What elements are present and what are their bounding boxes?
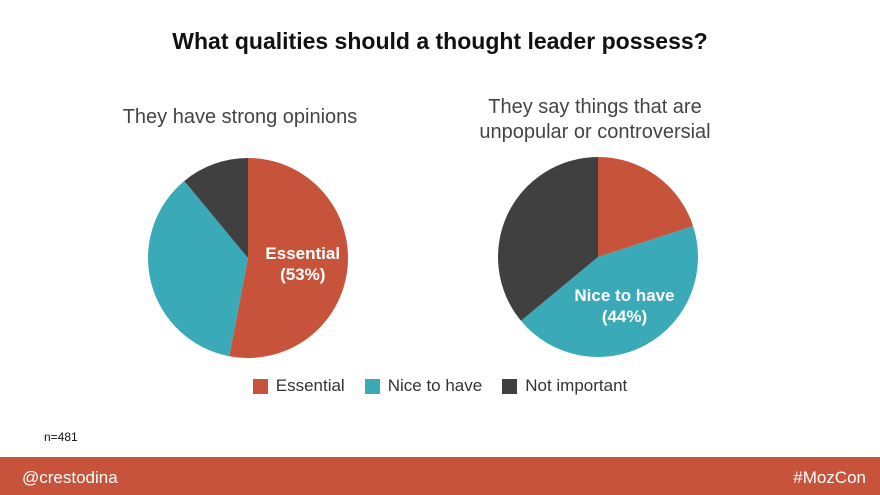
chart-title: What qualities should a thought leader p… bbox=[172, 28, 708, 54]
pie-2-title-line-2: unpopular or controversial bbox=[479, 121, 711, 143]
legend: Essential Nice to have Not important bbox=[0, 376, 880, 396]
pie-chart-strong-opinions: Essential (53%) bbox=[147, 158, 348, 358]
legend-item-nice-to-have: Nice to have bbox=[364, 376, 483, 396]
footer-handle: @crestodina bbox=[22, 468, 118, 487]
pie-1-data-label-value: (53%) bbox=[280, 265, 325, 284]
pie-2-data-label-value: (44%) bbox=[602, 307, 647, 326]
legend-item-essential: Essential bbox=[252, 376, 345, 396]
pie-chart-controversial: Nice to have (44%) bbox=[498, 157, 698, 357]
legend-swatch-essential bbox=[252, 378, 268, 394]
legend-label-not-important: Not important bbox=[525, 376, 628, 395]
legend-item-not-important: Not important bbox=[502, 376, 627, 396]
pie-1-slice-nice-to-have bbox=[147, 180, 248, 357]
pie-2-slice-essential bbox=[598, 157, 694, 257]
legend-swatch-nice-to-have bbox=[364, 378, 380, 394]
footer-bar: @crestodina #MozCon bbox=[0, 457, 880, 495]
pie-2-slice-not-important bbox=[498, 157, 598, 321]
pie-2-slice-nice-to-have bbox=[520, 226, 698, 357]
legend-label-nice-to-have: Nice to have bbox=[387, 376, 483, 395]
pie-2-data-label-name: Nice to have bbox=[574, 286, 674, 305]
pie-1-title: They have strong opinions bbox=[122, 106, 358, 128]
pie-1-slice-essential bbox=[229, 158, 348, 358]
footer-hashtag: #MozCon bbox=[793, 468, 866, 487]
sample-size-note: n=481 bbox=[44, 430, 78, 444]
pie-2-title-line-1: They say things that are bbox=[488, 96, 702, 118]
pie-1-data-label-name: Essential bbox=[265, 244, 340, 263]
legend-swatch-not-important bbox=[502, 378, 518, 394]
pie-2-title: They say things that are unpopular or co… bbox=[440, 95, 750, 145]
legend-label-essential: Essential bbox=[275, 376, 345, 395]
pie-1-slice-not-important bbox=[184, 158, 248, 258]
